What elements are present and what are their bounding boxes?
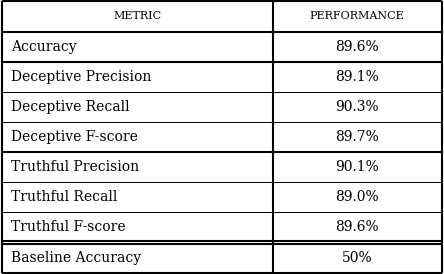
Text: 89.6%: 89.6%	[335, 220, 379, 235]
Text: Truthful Recall: Truthful Recall	[11, 190, 118, 204]
Text: 89.1%: 89.1%	[335, 70, 379, 84]
Text: Truthful Precision: Truthful Precision	[11, 160, 139, 174]
Text: Deceptive Precision: Deceptive Precision	[11, 70, 151, 84]
Text: 89.6%: 89.6%	[335, 39, 379, 54]
Text: 89.7%: 89.7%	[335, 130, 379, 144]
Text: METRIC: METRIC	[113, 12, 162, 21]
Text: Accuracy: Accuracy	[11, 39, 77, 54]
Text: 90.3%: 90.3%	[335, 100, 379, 114]
Text: Deceptive F-score: Deceptive F-score	[11, 130, 138, 144]
Text: Deceptive Recall: Deceptive Recall	[11, 100, 130, 114]
Text: 89.0%: 89.0%	[335, 190, 379, 204]
Text: PERFORMANCE: PERFORMANCE	[310, 12, 404, 21]
Text: Baseline Accuracy: Baseline Accuracy	[11, 250, 141, 265]
Text: 50%: 50%	[342, 250, 373, 265]
Text: Truthful F-score: Truthful F-score	[11, 220, 126, 235]
Text: 90.1%: 90.1%	[335, 160, 379, 174]
